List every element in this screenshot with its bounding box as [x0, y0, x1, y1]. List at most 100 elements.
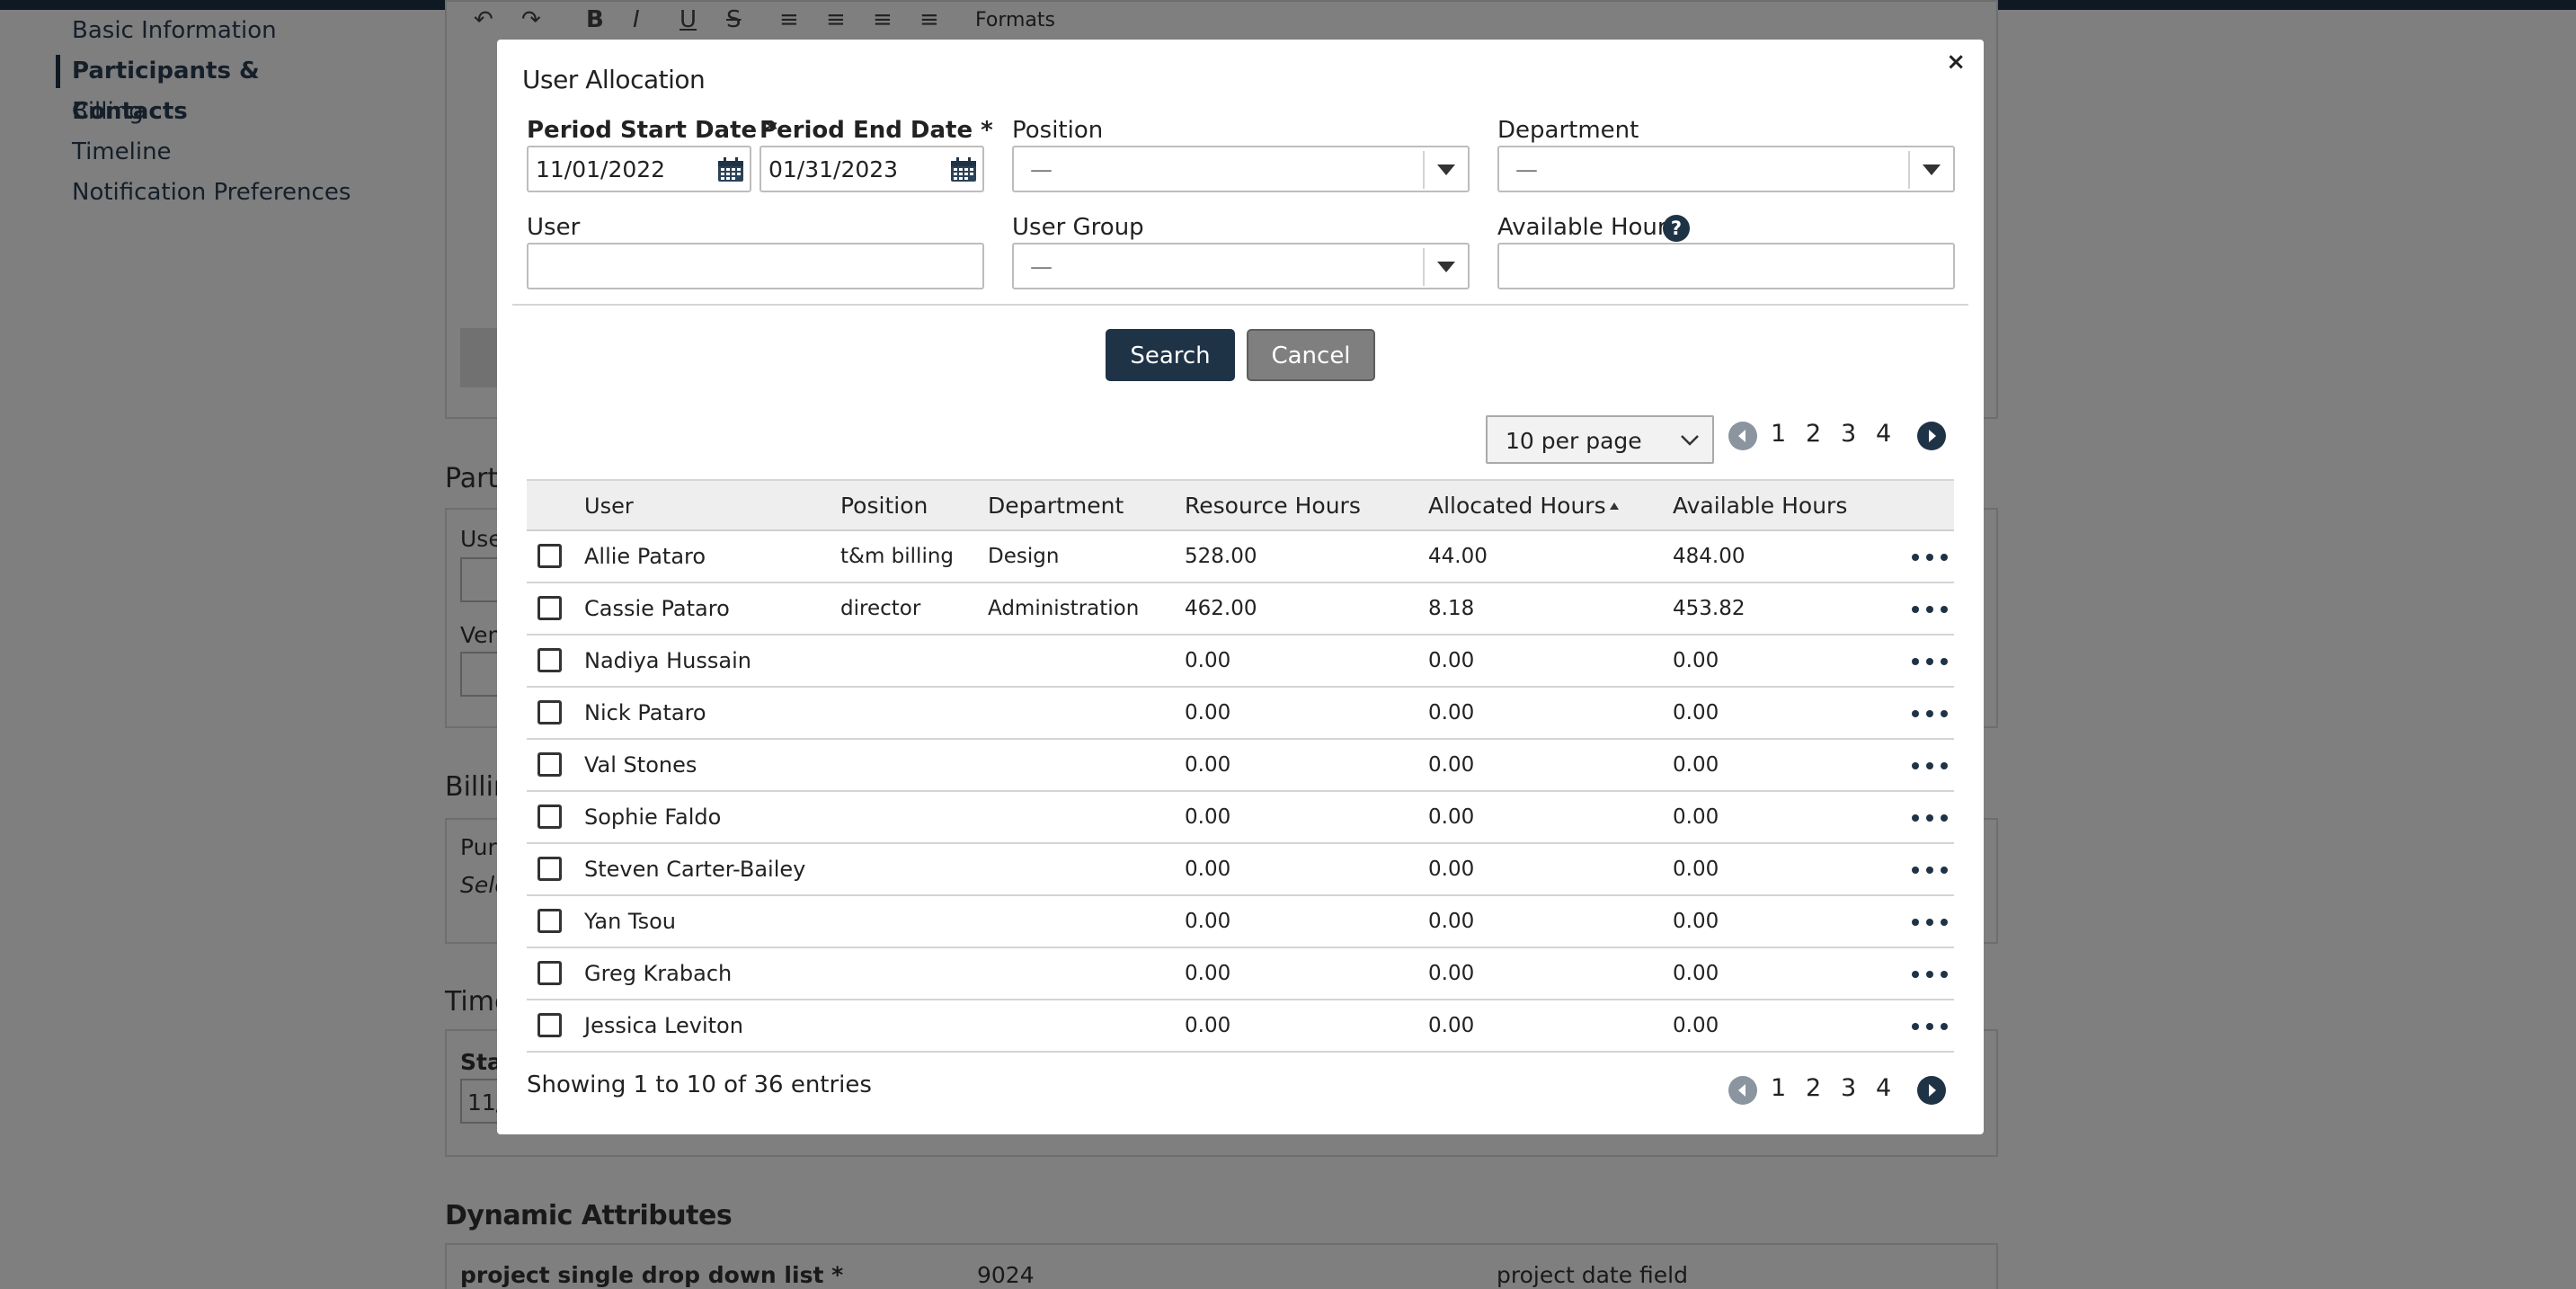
more-options-icon[interactable]	[1912, 814, 1948, 822]
select-divider	[1423, 151, 1425, 189]
row-checkbox[interactable]	[537, 648, 562, 672]
header-position[interactable]: Position	[840, 493, 928, 519]
close-icon[interactable]: ×	[1946, 49, 1966, 76]
user-group-select[interactable]: —	[1012, 243, 1470, 289]
page-3[interactable]: 3	[1841, 420, 1857, 448]
chevron-down-icon[interactable]	[1437, 164, 1455, 175]
period-start-input[interactable]: 11/01/2022	[527, 146, 751, 192]
user-allocation-modal: User Allocation × Period Start Date * 11…	[497, 40, 1984, 1134]
table-row[interactable]: Val Stones 0.00 0.00 0.00	[527, 740, 1954, 792]
cell-user: Steven Carter-Bailey	[584, 857, 806, 882]
next-page-icon[interactable]	[1917, 422, 1946, 450]
row-checkbox[interactable]	[537, 961, 562, 985]
page-1[interactable]: 1	[1771, 420, 1787, 448]
table-row[interactable]: Nadiya Hussain 0.00 0.00 0.00	[527, 636, 1954, 688]
period-end-input[interactable]: 01/31/2023	[759, 146, 984, 192]
page-1[interactable]: 1	[1771, 1074, 1787, 1102]
user-input[interactable]	[527, 243, 984, 289]
header-available-hours[interactable]: Available Hours	[1673, 493, 1848, 519]
header-allocated-hours[interactable]: Allocated Hours	[1428, 481, 1619, 529]
more-options-icon[interactable]	[1912, 919, 1948, 926]
cell-available-hours: 0.00	[1673, 649, 1719, 672]
per-page-select[interactable]: 10 per page	[1486, 415, 1714, 464]
available-hours-input[interactable]	[1497, 243, 1955, 289]
cell-position: director	[840, 597, 921, 620]
cell-allocated-hours: 0.00	[1428, 701, 1475, 725]
page-3[interactable]: 3	[1841, 1074, 1857, 1102]
row-checkbox[interactable]	[537, 752, 562, 777]
cell-department: Administration	[988, 597, 1140, 620]
cell-user: Cassie Pataro	[584, 596, 730, 621]
cell-allocated-hours: 8.18	[1428, 597, 1475, 620]
cell-department: Design	[988, 545, 1060, 568]
more-options-icon[interactable]	[1912, 1023, 1948, 1030]
row-checkbox[interactable]	[537, 1013, 562, 1037]
cell-user: Val Stones	[584, 752, 697, 778]
period-end-label: Period End Date *	[759, 117, 993, 144]
cell-resource-hours: 0.00	[1185, 753, 1231, 777]
user-group-select-value: —	[1030, 253, 1053, 280]
header-resource-hours[interactable]: Resource Hours	[1185, 493, 1361, 519]
more-options-icon[interactable]	[1912, 606, 1948, 613]
cell-allocated-hours: 0.00	[1428, 805, 1475, 829]
cell-user: Allie Pataro	[584, 544, 706, 569]
table-row[interactable]: Yan Tsou 0.00 0.00 0.00	[527, 896, 1954, 948]
chevron-down-icon[interactable]	[1437, 262, 1455, 272]
row-checkbox[interactable]	[537, 596, 562, 620]
previous-page-icon[interactable]	[1728, 422, 1757, 450]
row-checkbox[interactable]	[537, 909, 562, 933]
more-options-icon[interactable]	[1912, 971, 1948, 978]
department-select[interactable]: —	[1497, 146, 1955, 192]
cell-resource-hours: 0.00	[1185, 805, 1231, 829]
more-options-icon[interactable]	[1912, 710, 1948, 717]
available-hours-label: Available Hours	[1497, 214, 1680, 241]
header-allocated-hours-label: Allocated Hours	[1428, 493, 1606, 519]
sort-asc-icon	[1609, 502, 1619, 510]
search-button[interactable]: Search	[1106, 329, 1235, 381]
row-checkbox[interactable]	[537, 805, 562, 829]
cell-available-hours: 0.00	[1673, 1014, 1719, 1037]
cell-user: Yan Tsou	[584, 909, 676, 934]
cell-allocated-hours: 44.00	[1428, 545, 1488, 568]
cell-available-hours: 453.82	[1673, 597, 1745, 620]
question-circle-icon[interactable]: ?	[1663, 215, 1690, 242]
calendar-icon[interactable]	[950, 157, 977, 182]
table-row[interactable]: Cassie Pataro director Administration 462.0…	[527, 583, 1954, 636]
cell-resource-hours: 0.00	[1185, 701, 1231, 725]
page-4[interactable]: 4	[1876, 1074, 1892, 1102]
table-row[interactable]: Allie Pataro t&m billing Design 528.00 44.00…	[527, 531, 1954, 583]
next-page-icon[interactable]	[1917, 1076, 1946, 1105]
previous-page-icon[interactable]	[1728, 1076, 1757, 1105]
cell-resource-hours: 528.00	[1185, 545, 1257, 568]
header-department[interactable]: Department	[988, 493, 1124, 519]
cell-resource-hours: 0.00	[1185, 858, 1231, 881]
table-row[interactable]: Jessica Leviton 0.00 0.00 0.00	[527, 1000, 1954, 1053]
more-options-icon[interactable]	[1912, 867, 1948, 874]
cell-available-hours: 0.00	[1673, 962, 1719, 985]
table-row[interactable]: Steven Carter-Bailey 0.00 0.00 0.00	[527, 844, 1954, 896]
page-2[interactable]: 2	[1806, 420, 1822, 448]
page-2[interactable]: 2	[1806, 1074, 1822, 1102]
table-row[interactable]: Greg Krabach 0.00 0.00 0.00	[527, 948, 1954, 1000]
more-options-icon[interactable]	[1912, 762, 1948, 769]
page-4[interactable]: 4	[1876, 420, 1892, 448]
row-checkbox[interactable]	[537, 544, 562, 568]
calendar-icon[interactable]	[717, 157, 744, 182]
period-end-value: 01/31/2023	[768, 156, 899, 182]
row-checkbox[interactable]	[537, 857, 562, 881]
more-options-icon[interactable]	[1912, 658, 1948, 665]
cancel-button[interactable]: Cancel	[1247, 329, 1375, 381]
position-select[interactable]: —	[1012, 146, 1470, 192]
per-page-value: 10 per page	[1506, 428, 1642, 454]
more-options-icon[interactable]	[1912, 554, 1948, 561]
department-label: Department	[1497, 117, 1639, 144]
table-row[interactable]: Nick Pataro 0.00 0.00 0.00	[527, 688, 1954, 740]
cell-allocated-hours: 0.00	[1428, 858, 1475, 881]
table-row[interactable]: Sophie Faldo 0.00 0.00 0.00	[527, 792, 1954, 844]
showing-entries-text: Showing 1 to 10 of 36 entries	[527, 1071, 872, 1098]
chevron-down-icon[interactable]	[1923, 164, 1941, 175]
cell-resource-hours: 0.00	[1185, 1014, 1231, 1037]
row-checkbox[interactable]	[537, 700, 562, 725]
user-group-label: User Group	[1012, 214, 1144, 241]
header-user[interactable]: User	[584, 493, 634, 519]
